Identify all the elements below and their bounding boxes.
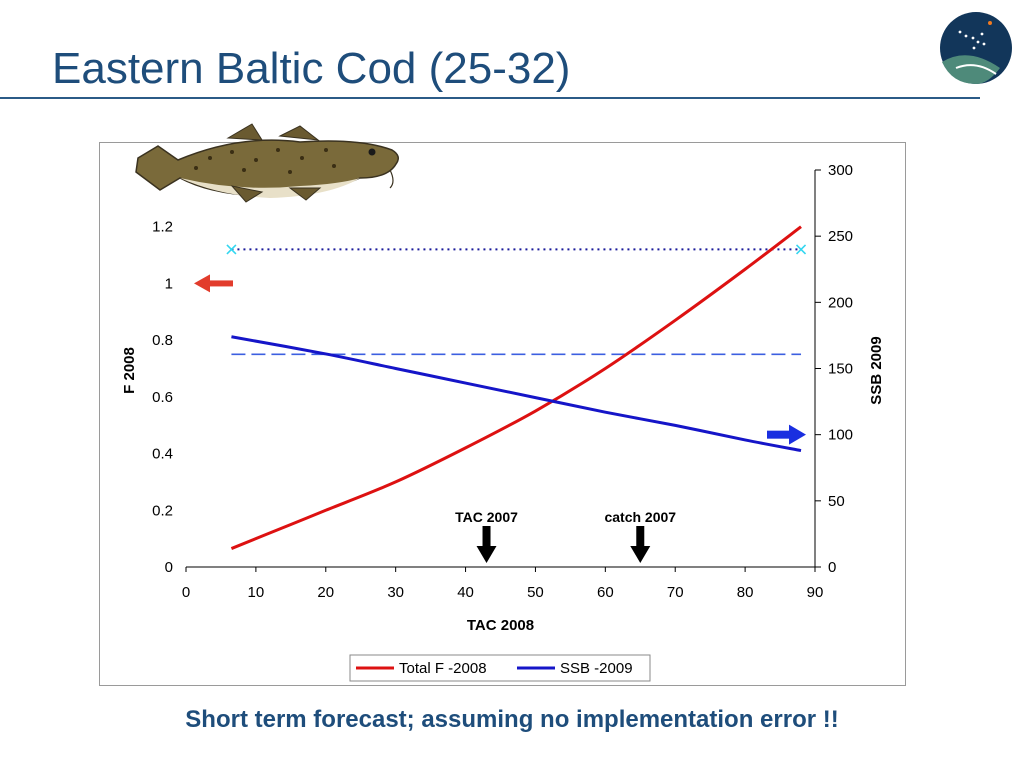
y-tick-label: 1.2 bbox=[152, 219, 173, 236]
y2-tick-label: 150 bbox=[828, 361, 853, 378]
x-tick-label: 0 bbox=[182, 584, 190, 601]
y2-tick-label: 50 bbox=[828, 493, 845, 510]
left-arrow-head bbox=[194, 274, 210, 293]
annotation-label: TAC 2007 bbox=[455, 509, 518, 525]
x-tick-label: 40 bbox=[457, 584, 474, 601]
y2-tick-label: 300 bbox=[828, 162, 853, 179]
y2-tick-label: 100 bbox=[828, 427, 853, 444]
star-constellation-logo-icon bbox=[940, 12, 1012, 84]
x-tick-label: 60 bbox=[597, 584, 614, 601]
down-arrow-icon bbox=[476, 526, 497, 563]
right-arrow-shaft bbox=[767, 430, 792, 439]
x-tick-label: 70 bbox=[667, 584, 684, 601]
x-tick-label: 30 bbox=[387, 584, 404, 601]
y2-tick-label: 200 bbox=[828, 294, 853, 311]
y-tick-label: 1 bbox=[165, 275, 173, 292]
down-arrow-shaft bbox=[482, 526, 491, 548]
legend-label: Total F -2008 bbox=[399, 660, 487, 677]
x-tick-label: 90 bbox=[807, 584, 824, 601]
left-arrow-icon bbox=[194, 274, 233, 293]
cod-fish-illustration bbox=[135, 123, 399, 203]
reference-marker-x bbox=[795, 244, 807, 255]
right-arrow-head bbox=[789, 424, 806, 445]
x-tick-label: 10 bbox=[248, 584, 265, 601]
legend-box bbox=[349, 654, 651, 682]
left-arrow-shaft bbox=[205, 280, 233, 287]
y-tick-label: 0.8 bbox=[152, 332, 173, 349]
reference-marker-stroke bbox=[226, 244, 237, 255]
series-line-total-f bbox=[230, 225, 802, 550]
down-arrow-head bbox=[630, 546, 651, 563]
y-tick-label: 0.4 bbox=[152, 446, 173, 463]
slide-caption: Short term forecast; assuming no impleme… bbox=[185, 706, 839, 733]
x-tick-label: 20 bbox=[317, 584, 334, 601]
x-axis-label: TAC 2008 bbox=[467, 617, 534, 634]
series-line-ssb bbox=[231, 335, 802, 453]
y-tick-label: 0.6 bbox=[152, 389, 173, 406]
y-tick-label: 0.2 bbox=[152, 502, 173, 519]
chart-legend: Total F -2008 SSB -2009 bbox=[349, 654, 651, 682]
right-arrow-icon bbox=[767, 424, 806, 445]
annotation-label: catch 2007 bbox=[604, 509, 676, 525]
slide-title: Eastern Baltic Cod (25-32) bbox=[52, 44, 571, 93]
y2-tick-label: 0 bbox=[828, 559, 836, 576]
reference-marker-x bbox=[226, 244, 237, 255]
reference-marker-stroke bbox=[795, 244, 807, 255]
down-arrow-icon bbox=[630, 526, 651, 563]
legend-label: SSB -2009 bbox=[560, 660, 633, 677]
title-divider bbox=[0, 97, 980, 99]
y2-tick-label: 250 bbox=[828, 228, 853, 245]
down-arrow-shaft bbox=[636, 526, 645, 548]
x-tick-label: 80 bbox=[737, 584, 754, 601]
chart-svg: 010203040506070809000.20.40.60.811.21.40… bbox=[121, 123, 885, 682]
chart-frame bbox=[99, 142, 906, 686]
down-arrow-head bbox=[476, 546, 497, 563]
y-tick-label: 0 bbox=[165, 559, 173, 576]
x-tick-label: 50 bbox=[527, 584, 544, 601]
y2-axis-label: SSB 2009 bbox=[868, 336, 885, 404]
y-axis-label: F 2008 bbox=[121, 347, 138, 394]
